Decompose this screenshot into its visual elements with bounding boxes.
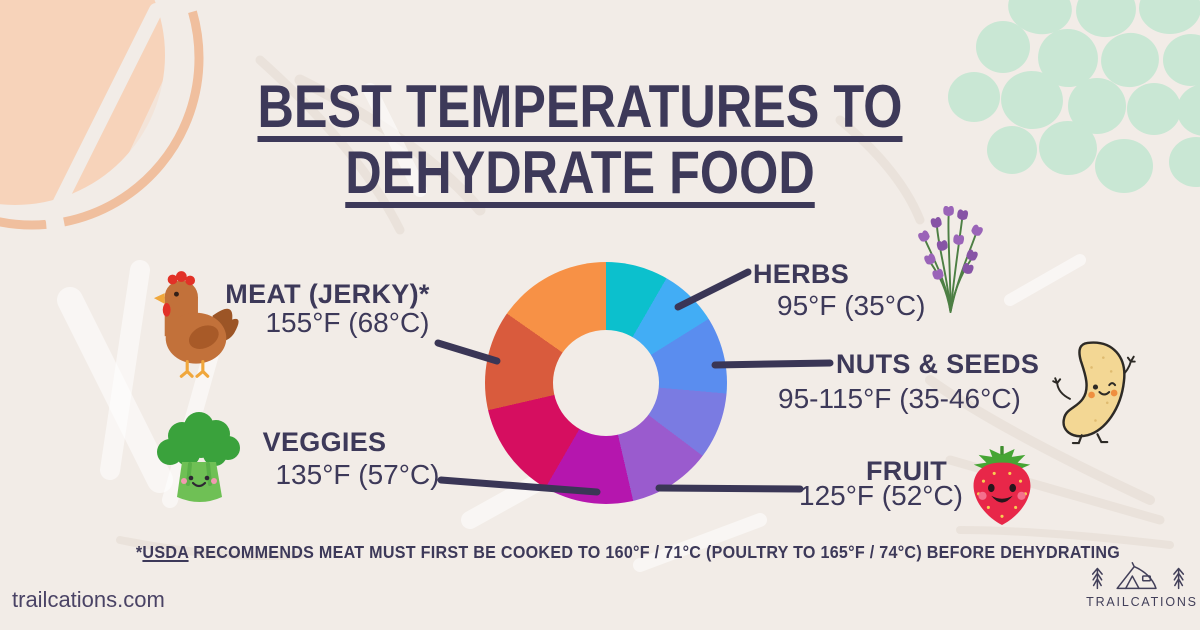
brand-logo: TRAILCATIONS [1086, 560, 1198, 609]
fruit-temperature-value: 125°F (52°C) [799, 480, 964, 511]
title-line-1: BEST TEMPERATURES TO [257, 73, 903, 140]
herbs-category-label: HERBS [753, 259, 850, 289]
leader-line-fruit [655, 484, 804, 493]
page-title: BEST TEMPERATURES TO DEHYDRATE FOOD [76, 74, 1084, 206]
footnote-asterisk: * [135, 542, 143, 562]
veggies-temperature-value: 135°F (57°C) [275, 459, 440, 490]
herb-flowers-icon [916, 206, 985, 313]
chicken-icon [153, 271, 239, 378]
website-url: trailcations.com [12, 587, 165, 612]
donut-chart [485, 262, 727, 504]
cashew-icon [1052, 341, 1136, 445]
usda-text: USDA [142, 542, 189, 562]
herbs-temperature-value: 95°F (35°C) [777, 290, 926, 321]
meat-temperature-value: 155°F (68°C) [265, 307, 430, 338]
strawberry-icon [973, 446, 1031, 526]
broccoli-icon [157, 412, 240, 502]
nuts-temperature-value: 95-115°F (35-46°C) [778, 383, 1021, 414]
footnote-text: RECOMMENDS MEAT MUST FIRST BE COOKED TO … [188, 542, 1121, 562]
nuts-category-label: NUTS & SEEDS [836, 349, 1040, 379]
title-line-2: DEHYDRATE FOOD [345, 139, 815, 206]
brand-name: TRAILCATIONS [1086, 595, 1198, 609]
tent-logo-icon [1091, 562, 1185, 590]
donut-hole [553, 330, 659, 436]
meat-category-label: MEAT (JERKY)* [225, 279, 430, 309]
usda-footnote: *USDA RECOMMENDS MEAT MUST FIRST BE COOK… [102, 541, 1154, 563]
veggies-category-label: VEGGIES [262, 427, 387, 457]
fruit-category-label: FRUIT [866, 456, 947, 486]
leader-line-nuts [711, 359, 834, 369]
